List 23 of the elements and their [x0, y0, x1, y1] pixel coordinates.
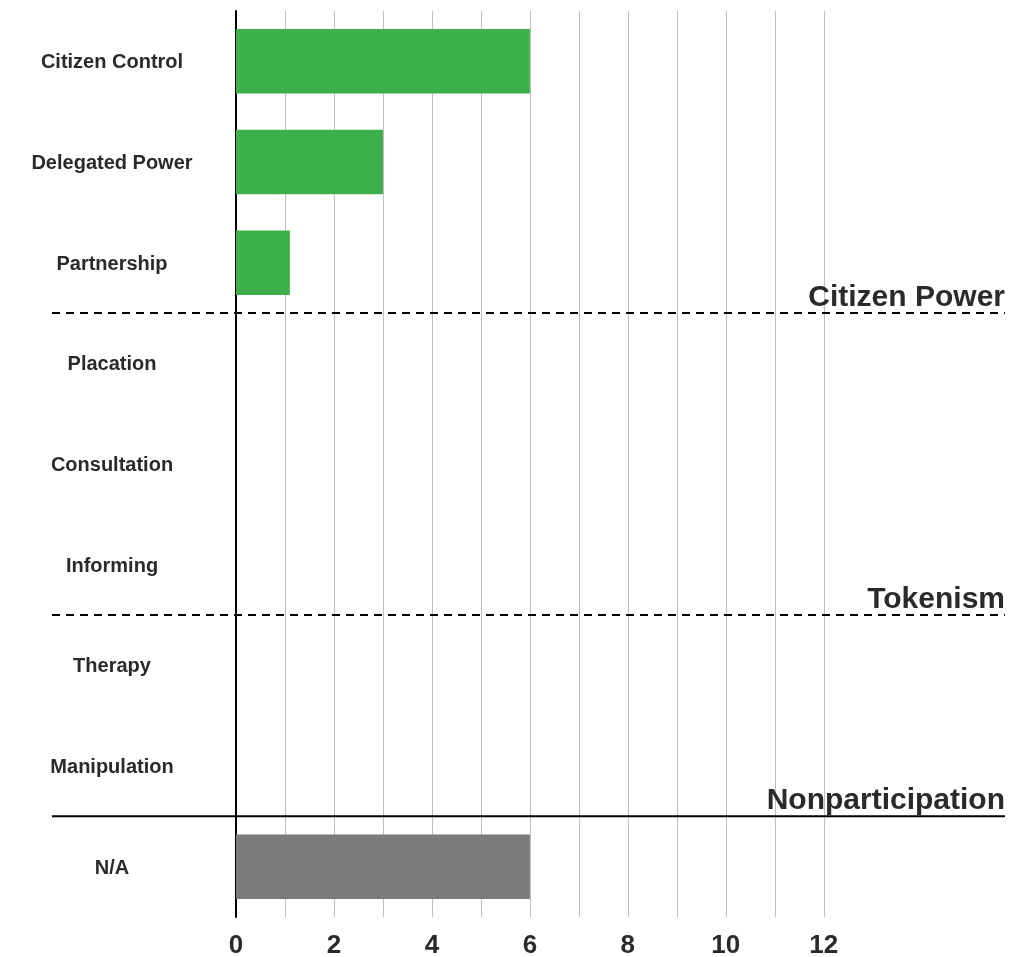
- bar: [236, 129, 383, 195]
- ref-line-label: Citizen Power: [808, 278, 1006, 312]
- y-tick-label: Citizen Control: [40, 50, 184, 73]
- bar: [236, 230, 290, 295]
- y-tick-label: Placation: [67, 352, 157, 375]
- y-tick-label: Manipulation: [50, 755, 174, 777]
- y-tick-label: Therapy: [73, 654, 152, 677]
- y-tick-label: Informing: [65, 553, 159, 576]
- x-tick-label: 2: [326, 929, 342, 957]
- x-tick-label: 10: [711, 929, 741, 957]
- x-tick-label: 4: [424, 929, 440, 957]
- ref-line-label: Tokenism: [867, 580, 1005, 614]
- y-tick-label: Partnership: [56, 251, 168, 274]
- bar: [236, 834, 530, 899]
- y-tick-label: Consultation: [50, 453, 174, 475]
- x-tick-label: 6: [522, 929, 538, 957]
- y-tick-label: Delegated Power: [31, 151, 193, 173]
- ref-line-label: Nonparticipation: [766, 781, 1005, 815]
- x-tick-label: 12: [809, 929, 839, 957]
- x-tick-label: 8: [620, 929, 636, 957]
- x-tick-label: 0: [228, 929, 244, 957]
- y-tick-label: N/A: [94, 855, 130, 878]
- bar: [236, 29, 530, 94]
